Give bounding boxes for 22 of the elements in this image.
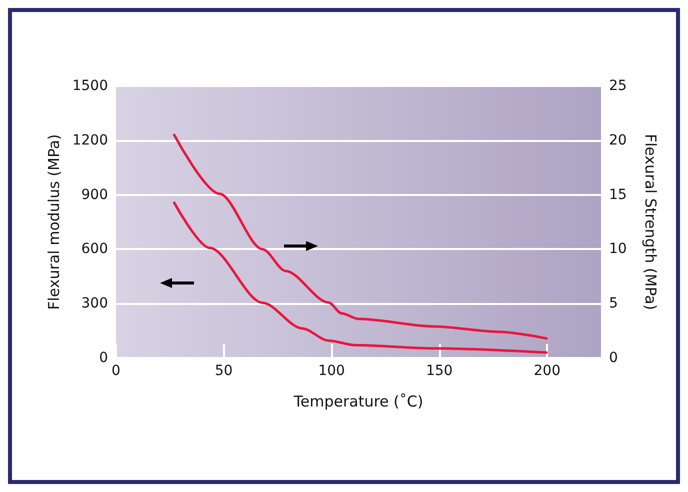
y2-tick-label: 5 — [609, 296, 618, 312]
line-series — [172, 202, 548, 354]
x-tick-label: 200 — [534, 363, 560, 379]
y2-tick-label: 25 — [609, 78, 627, 94]
x-tick-label: 0 — [112, 363, 120, 379]
line-series — [172, 134, 548, 340]
y-tick-label: 0 — [99, 350, 108, 366]
y-tick-label: 300 — [81, 296, 108, 312]
y-tick-label: 1200 — [72, 132, 108, 148]
y2-axis-title: Flexural Strength (MPa) — [642, 134, 660, 310]
y-tick-label: 600 — [81, 241, 108, 258]
y2-tick-label: 0 — [609, 350, 618, 366]
x-axis-title: Temperature (˚C) — [292, 392, 424, 410]
y2-tick-label: 10 — [609, 241, 627, 258]
y-axis-title: Flexural modulus (MPa) — [44, 134, 63, 310]
y2-tick-label: 20 — [609, 132, 627, 148]
x-tick-label: 100 — [318, 363, 345, 379]
y-tick-label: 1500 — [72, 78, 108, 94]
y2-tick-label: 15 — [609, 186, 627, 203]
x-tick-label: 150 — [426, 363, 453, 379]
y-tick-label: 900 — [81, 186, 108, 203]
x-tick-label: 50 — [214, 363, 233, 379]
